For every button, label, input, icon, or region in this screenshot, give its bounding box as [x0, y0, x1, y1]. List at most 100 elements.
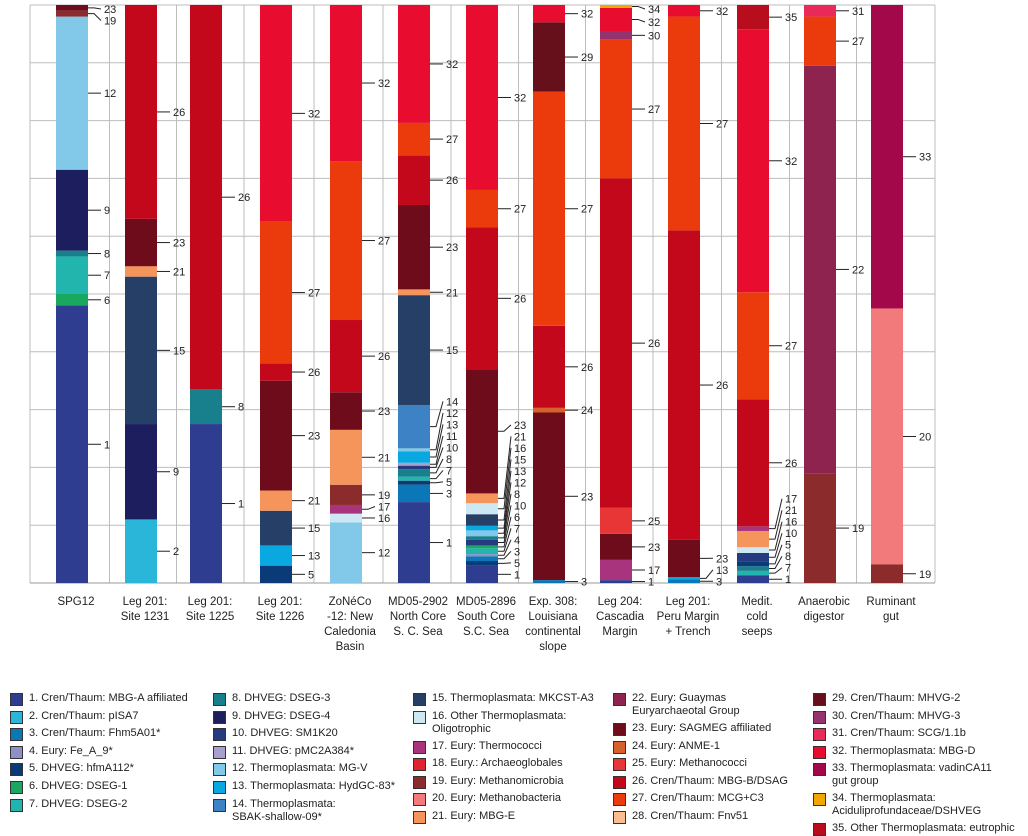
legend-swatch: [613, 741, 626, 754]
legend-item: 29. Cren/Thaum: MHVG-2: [813, 692, 960, 706]
legend-item: 32. Thermoplasmata: MBG-D: [813, 745, 975, 759]
legend-item: 22. Eury: Guaymas Euryarchaeotal Group: [613, 692, 740, 718]
legend-swatch: [813, 693, 826, 706]
legend-item: 34. Thermoplasmata: Aciduliprofundaceae/…: [813, 792, 981, 818]
legend-swatch: [213, 781, 226, 794]
legend-label: 8. DHVEG: DSEG-3: [232, 692, 330, 705]
legend-label: 30. Cren/Thaum: MHVG-3: [832, 710, 960, 723]
legend-label: 2. Cren/Thaum: pISA7: [29, 710, 138, 723]
legend-item: 18. Eury.: Archaeoglobales: [413, 757, 563, 771]
legend-item: 2. Cren/Thaum: pISA7: [10, 710, 138, 724]
legend-swatch: [213, 711, 226, 724]
legend-item: 1. Cren/Thaum: MBG-A affiliated: [10, 692, 188, 706]
legend-swatch: [413, 758, 426, 771]
legend-label: 13. Thermoplasmata: HydGC-83*: [232, 780, 395, 793]
legend-swatch: [813, 823, 826, 836]
legend-item: 5. DHVEG: hfmA112*: [10, 762, 134, 776]
legend-swatch: [613, 758, 626, 771]
legend-swatch: [213, 746, 226, 759]
legend-label: 27. Cren/Thaum: MCG+C3: [632, 792, 764, 805]
legend-swatch: [10, 728, 23, 741]
legend-item: 11. DHVEG: pMC2A384*: [213, 745, 354, 759]
legend-label: 16. Other Thermoplasmata: Oligotrophic: [432, 710, 566, 736]
legend-item: 7. DHVEG: DSEG-2: [10, 798, 127, 812]
legend-swatch: [213, 728, 226, 741]
legend-swatch: [813, 763, 826, 776]
legend-item: 33. Thermoplasmata: vadinCA11 gut group: [813, 762, 992, 788]
legend-label: 7. DHVEG: DSEG-2: [29, 798, 127, 811]
legend-label: 29. Cren/Thaum: MHVG-2: [832, 692, 960, 705]
legend-label: 23. Eury: SAGMEG affiliated: [632, 722, 771, 735]
legend-swatch: [613, 811, 626, 824]
legend-swatch: [10, 693, 23, 706]
legend-item: 8. DHVEG: DSEG-3: [213, 692, 330, 706]
legend-swatch: [813, 746, 826, 759]
legend-swatch: [613, 776, 626, 789]
legend-label: 6. DHVEG: DSEG-1: [29, 780, 127, 793]
legend-item: 16. Other Thermoplasmata: Oligotrophic: [413, 710, 566, 736]
legend-label: 35. Other Thermoplasmata: eutrophic: [832, 822, 1015, 835]
legend-item: 17. Eury: Thermococci: [413, 740, 542, 754]
legend-item: 20. Eury: Methanobacteria: [413, 792, 561, 806]
legend-item: 26. Cren/Thaum: MBG-B/DSAG: [613, 775, 788, 789]
legend-label: 19. Eury: Methanomicrobia: [432, 775, 563, 788]
legend-item: 21. Eury: MBG-E: [413, 810, 515, 824]
legend-item: 35. Other Thermoplasmata: eutrophic: [813, 822, 1015, 836]
legend-swatch: [413, 793, 426, 806]
legend-item: 19. Eury: Methanomicrobia: [413, 775, 563, 789]
legend-item: 25. Eury: Methanococci: [613, 757, 747, 771]
legend-swatch: [10, 799, 23, 812]
legend-swatch: [213, 693, 226, 706]
legend-label: 17. Eury: Thermococci: [432, 740, 542, 753]
legend-item: 10. DHVEG: SM1K20: [213, 727, 338, 741]
legend-item: 28. Cren/Thaum: Fnv51: [613, 810, 748, 824]
legend-item: 3. Cren/Thaum: Fhm5A01*: [10, 727, 160, 741]
legend-item: 24. Eury: ANME-1: [613, 740, 720, 754]
legend-label: 3. Cren/Thaum: Fhm5A01*: [29, 727, 160, 740]
legend-swatch: [413, 693, 426, 706]
legend-item: 13. Thermoplasmata: HydGC-83*: [213, 780, 395, 794]
legend-item: 15. Thermoplasmata: MKCST-A3: [413, 692, 594, 706]
legend-item: 14. Thermoplasmata: SBAK-shallow-09*: [213, 798, 336, 824]
legend-label: 31. Cren/Thaum: SCG/1.1b: [832, 727, 966, 740]
legend-swatch: [413, 811, 426, 824]
legend-label: 24. Eury: ANME-1: [632, 740, 720, 753]
legend-swatch: [10, 781, 23, 794]
legend-item: 9. DHVEG: DSEG-4: [213, 710, 330, 724]
legend-swatch: [613, 693, 626, 706]
legend-label: 15. Thermoplasmata: MKCST-A3: [432, 692, 594, 705]
legend-swatch: [613, 723, 626, 736]
legend-item: 6. DHVEG: DSEG-1: [10, 780, 127, 794]
legend-swatch: [10, 711, 23, 724]
legend-item: 31. Cren/Thaum: SCG/1.1b: [813, 727, 966, 741]
legend-item: 12. Thermoplasmata: MG-V: [213, 762, 368, 776]
legend-label: 21. Eury: MBG-E: [432, 810, 515, 823]
legend-label: 33. Thermoplasmata: vadinCA11 gut group: [832, 762, 992, 788]
legend-swatch: [813, 711, 826, 724]
legend-swatch: [813, 728, 826, 741]
legend-label: 34. Thermoplasmata: Aciduliprofundaceae/…: [832, 792, 981, 818]
legend-label: 9. DHVEG: DSEG-4: [232, 710, 330, 723]
legend-swatch: [613, 793, 626, 806]
legend-swatch: [10, 746, 23, 759]
legend-label: 28. Cren/Thaum: Fnv51: [632, 810, 748, 823]
legend-label: 4. Eury: Fe_A_9*: [29, 745, 113, 758]
legend-label: 11. DHVEG: pMC2A384*: [232, 745, 354, 758]
legend-swatch: [413, 776, 426, 789]
legend-swatch: [213, 763, 226, 776]
legend-item: 27. Cren/Thaum: MCG+C3: [613, 792, 764, 806]
legend-label: 32. Thermoplasmata: MBG-D: [832, 745, 975, 758]
legend-label: 18. Eury.: Archaeoglobales: [432, 757, 563, 770]
legend-label: 10. DHVEG: SM1K20: [232, 727, 338, 740]
legend-label: 25. Eury: Methanococci: [632, 757, 747, 770]
legend-swatch: [813, 793, 826, 806]
legend-label: 14. Thermoplasmata: SBAK-shallow-09*: [232, 798, 336, 824]
legend-label: 26. Cren/Thaum: MBG-B/DSAG: [632, 775, 788, 788]
legend-swatch: [10, 763, 23, 776]
legend-label: 5. DHVEG: hfmA112*: [29, 762, 134, 775]
legend-swatch: [213, 799, 226, 812]
legend-item: 4. Eury: Fe_A_9*: [10, 745, 113, 759]
legend-label: 1. Cren/Thaum: MBG-A affiliated: [29, 692, 188, 705]
legend-label: 22. Eury: Guaymas Euryarchaeotal Group: [632, 692, 740, 718]
